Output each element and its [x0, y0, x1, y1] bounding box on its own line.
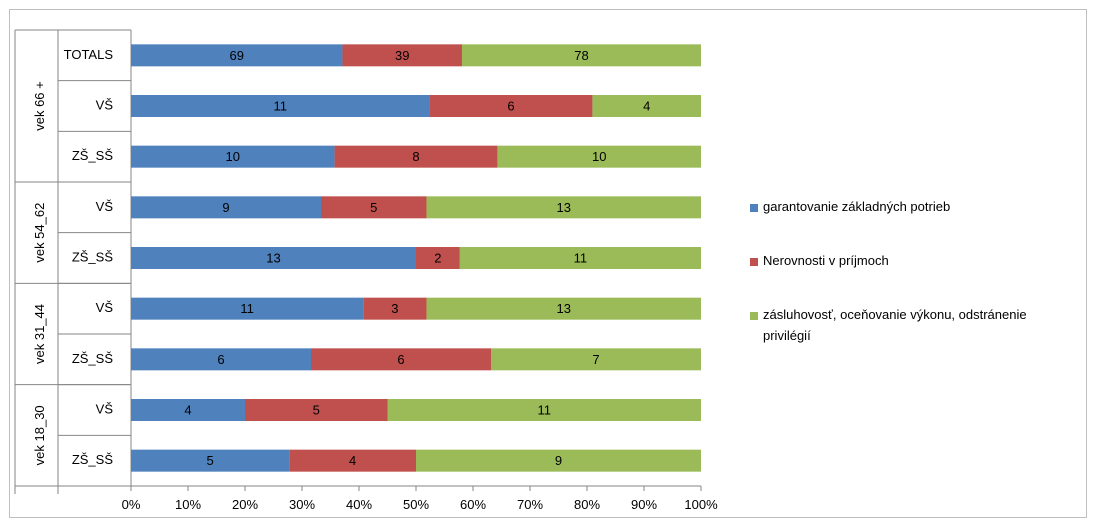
- data-label: 5: [207, 453, 214, 468]
- x-tick-label: 50%: [403, 497, 429, 512]
- data-label: 10: [226, 149, 240, 164]
- data-label: 11: [274, 98, 288, 113]
- bar-segment: [131, 145, 335, 168]
- data-label: 11: [240, 301, 254, 316]
- data-label: 8: [412, 149, 419, 164]
- x-tick-label: 70%: [517, 497, 543, 512]
- data-label: 4: [184, 402, 191, 417]
- category-label: ZŠ_SŠ: [72, 351, 114, 366]
- bar-segment: [131, 247, 416, 269]
- x-tick-label: 30%: [289, 497, 315, 512]
- category-label: VŠ: [96, 97, 114, 112]
- bar-segment: [363, 297, 427, 320]
- legend-swatch: [750, 258, 758, 266]
- data-label: 6: [217, 352, 224, 367]
- bar-segment: [416, 449, 701, 472]
- bar-segment: [342, 44, 462, 67]
- x-tick-label: 90%: [631, 497, 657, 512]
- x-tick-label: 60%: [460, 497, 486, 512]
- data-label: 3: [391, 301, 398, 316]
- bar-segment: [429, 95, 593, 117]
- x-tick-label: 20%: [232, 497, 258, 512]
- category-label: TOTALS: [64, 47, 114, 62]
- bar-segment: [426, 196, 701, 219]
- bar-segment: [491, 348, 701, 371]
- data-label: 78: [574, 48, 588, 63]
- data-label: 13: [557, 301, 571, 316]
- category-label: VŠ: [96, 199, 114, 214]
- data-label: 5: [370, 200, 377, 215]
- legend-label: Nerovnosti v príjmoch: [763, 253, 889, 268]
- data-label: 4: [643, 98, 650, 113]
- bar-segment: [426, 297, 701, 320]
- legend-label: zásluhovosť, oceňovanie výkonu, odstráne…: [763, 307, 1027, 343]
- bar-segment: [311, 348, 491, 371]
- legend-label: garantovanie základných potrieb: [763, 199, 950, 214]
- category-label: ZŠ_SŠ: [72, 148, 114, 163]
- data-label: 6: [397, 352, 404, 367]
- bar-segment: [334, 145, 498, 168]
- bar-segment: [592, 95, 701, 117]
- bar-segment: [461, 44, 701, 67]
- data-label: 2: [434, 250, 441, 265]
- bar-segment: [131, 196, 321, 219]
- data-label: 13: [266, 250, 280, 265]
- bar-segment: [497, 145, 701, 168]
- group-label: vek 18_30: [32, 405, 47, 465]
- x-tick-label: 0%: [122, 497, 141, 512]
- category-label: VŠ: [96, 300, 114, 315]
- bar-segment: [459, 247, 701, 269]
- group-label: vek 31_44: [32, 304, 47, 364]
- x-tick-label: 10%: [175, 497, 201, 512]
- bar-segment: [131, 297, 364, 320]
- x-tick-label: 40%: [346, 497, 372, 512]
- bar-segment: [289, 449, 416, 472]
- bar-segment: [245, 399, 388, 421]
- data-label: 39: [395, 48, 409, 63]
- data-label: 13: [557, 200, 571, 215]
- bar-segment: [131, 348, 311, 371]
- bar-segment: [131, 44, 343, 67]
- data-label: 4: [349, 453, 356, 468]
- category-label: VŠ: [96, 401, 114, 416]
- data-label: 7: [592, 352, 599, 367]
- data-label: 9: [222, 200, 229, 215]
- bar-segment: [131, 399, 245, 421]
- group-label: vek 66 +: [32, 81, 47, 131]
- bar-segment: [131, 449, 290, 472]
- data-label: 11: [574, 250, 588, 265]
- x-tick-label: 100%: [684, 497, 718, 512]
- data-label: 69: [229, 48, 243, 63]
- bar-segment: [416, 247, 460, 269]
- data-label: 5: [313, 402, 320, 417]
- bar-segment: [131, 95, 430, 117]
- bar-segment: [321, 196, 427, 219]
- group-label: vek 54_62: [32, 203, 47, 263]
- data-label: 6: [507, 98, 514, 113]
- legend-swatch: [750, 312, 758, 320]
- data-label: 9: [555, 453, 562, 468]
- category-label: ZŠ_SŠ: [72, 452, 114, 467]
- x-tick-label: 80%: [574, 497, 600, 512]
- data-label: 10: [592, 149, 606, 164]
- legend-swatch: [750, 204, 758, 212]
- category-label: ZŠ_SŠ: [72, 249, 114, 264]
- bar-segment: [387, 399, 701, 421]
- data-label: 11: [538, 402, 552, 417]
